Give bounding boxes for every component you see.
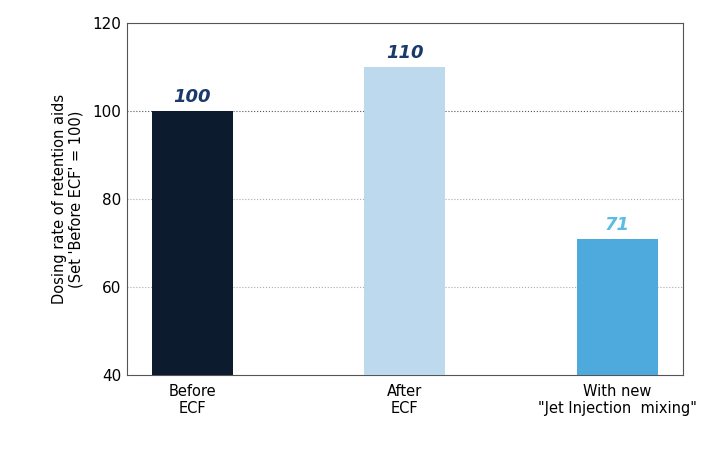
Text: 110: 110 bbox=[386, 44, 424, 62]
Bar bbox=[577, 239, 658, 375]
Y-axis label: Dosing rate of retention aids
(Set 'Before ECF' = 100): Dosing rate of retention aids (Set 'Befo… bbox=[51, 94, 84, 304]
Text: 71: 71 bbox=[605, 216, 630, 234]
Text: 100: 100 bbox=[174, 88, 211, 106]
Bar bbox=[152, 112, 233, 375]
Bar bbox=[365, 68, 445, 375]
